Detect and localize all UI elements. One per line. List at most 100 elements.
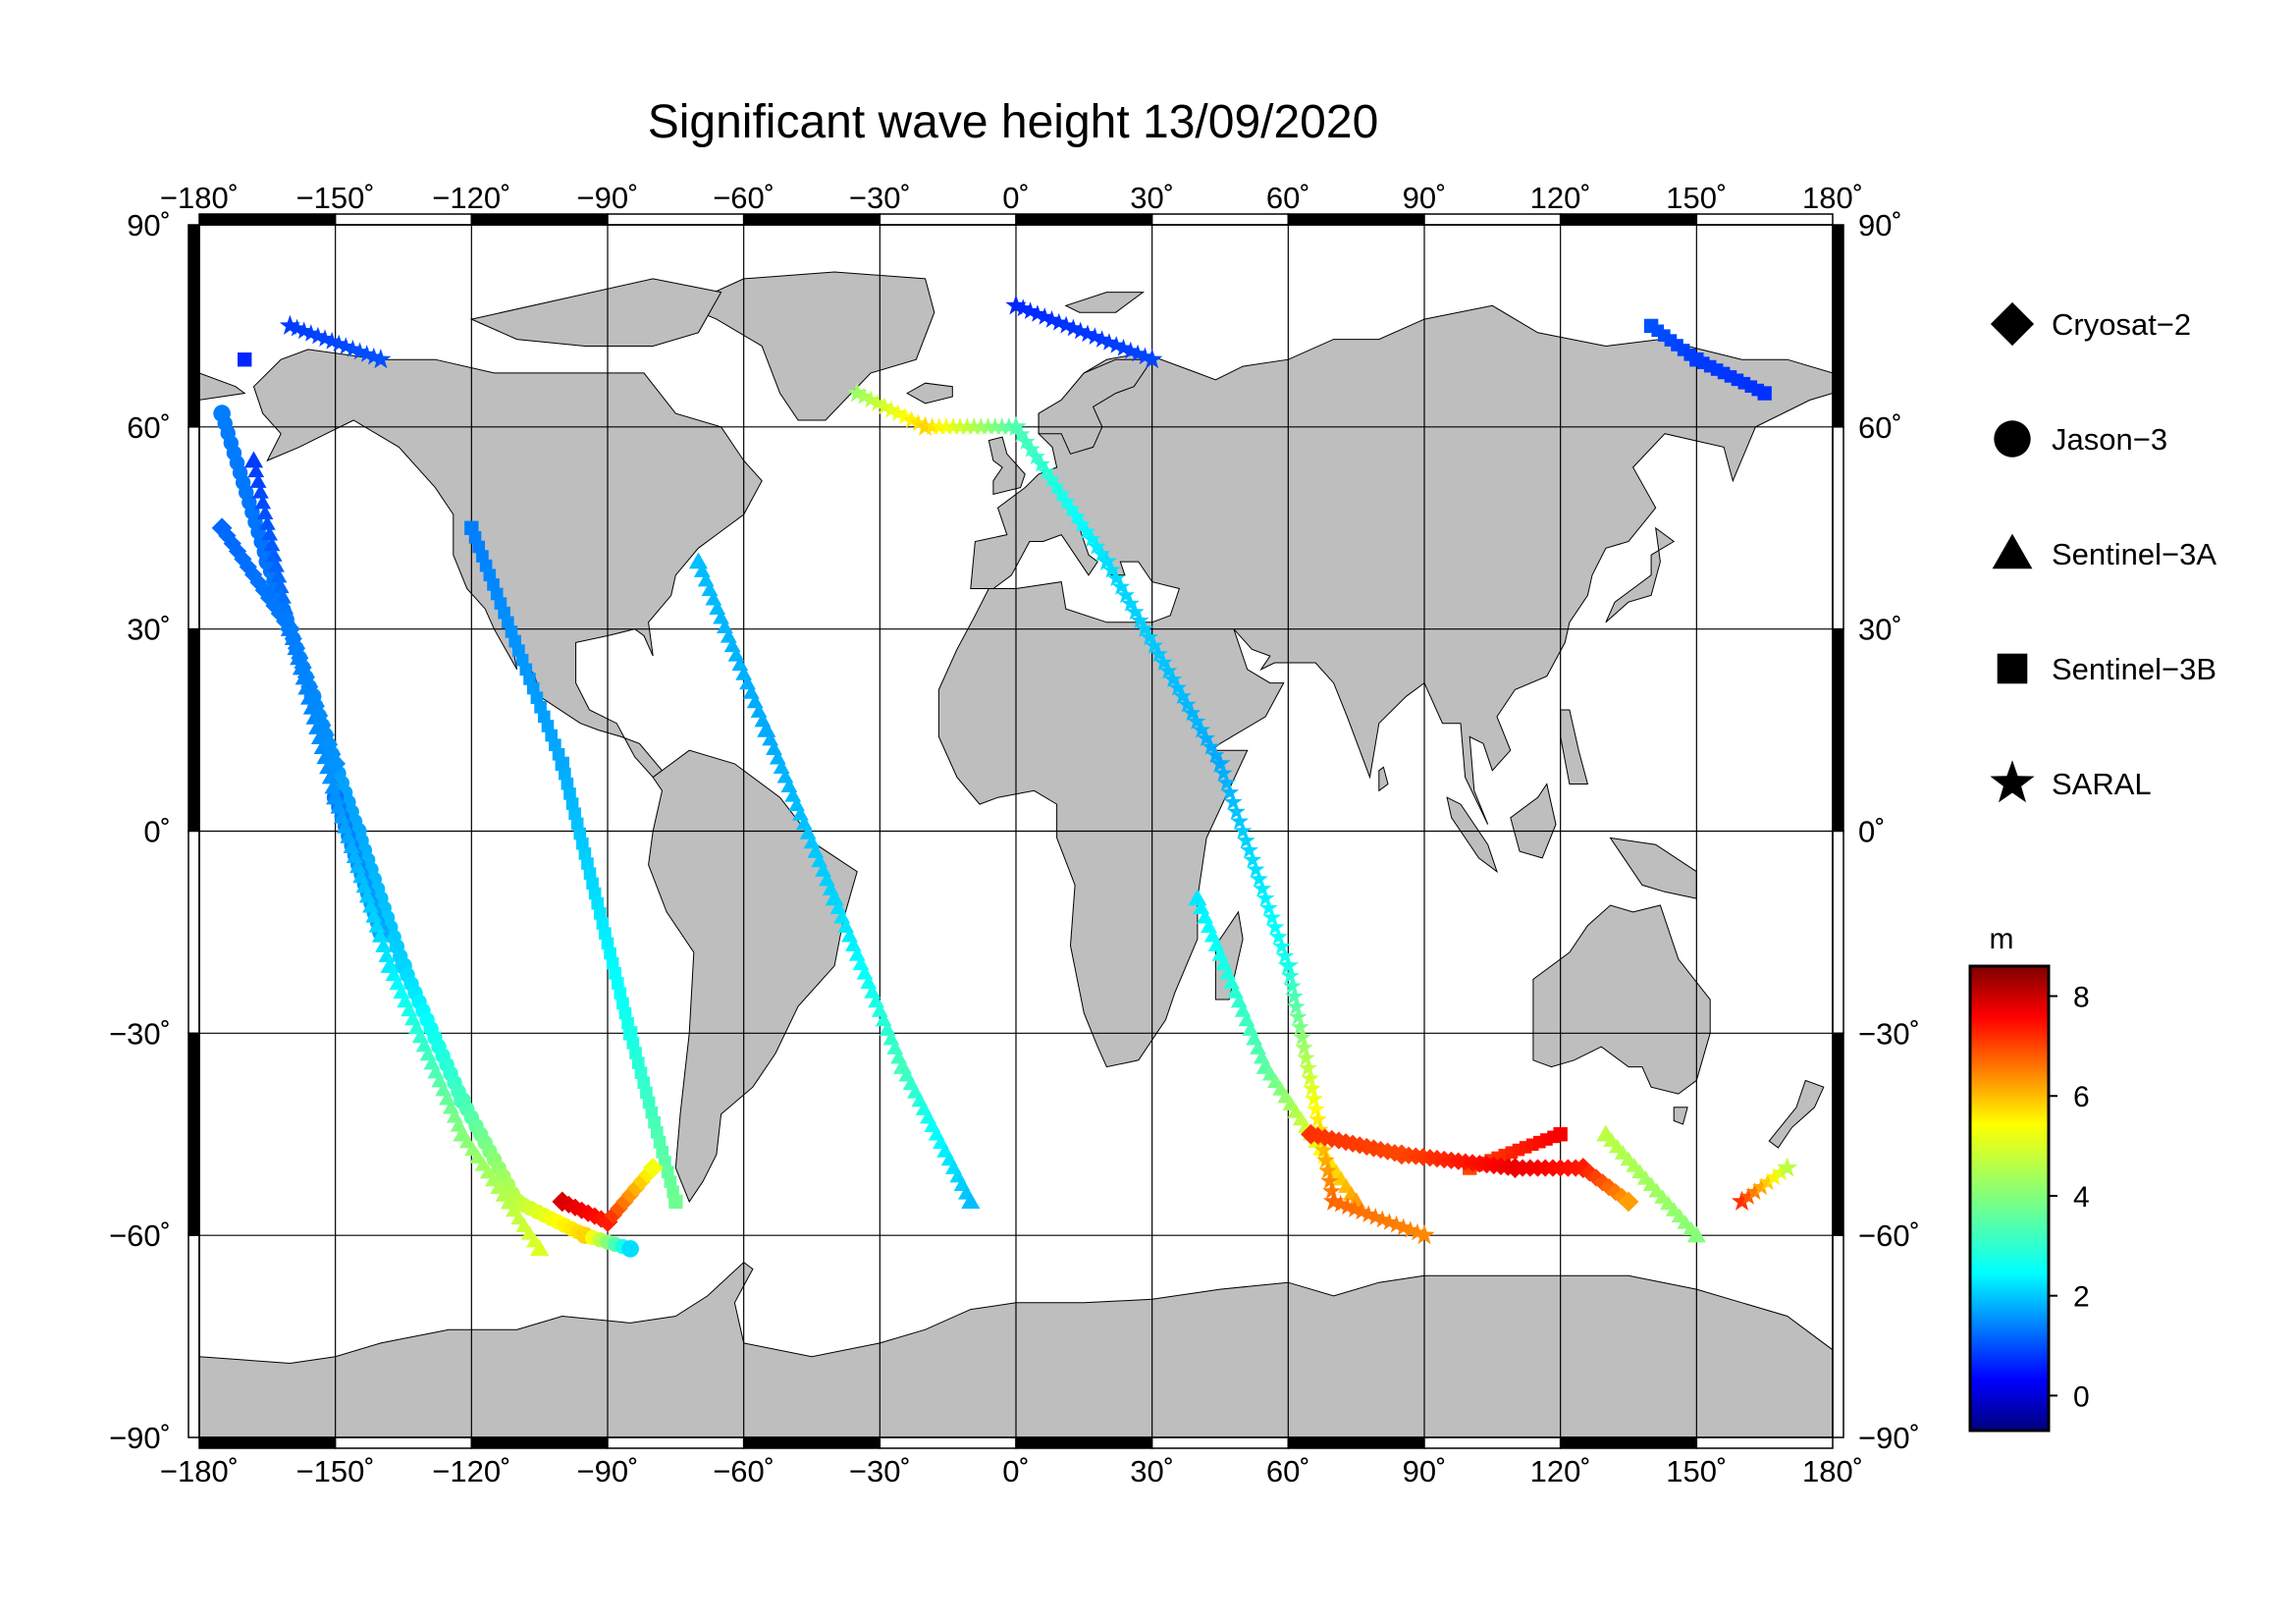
lon-label-top: 90˚: [1403, 181, 1447, 215]
land-tasmania: [1673, 1107, 1688, 1125]
track-point: [1041, 469, 1061, 488]
lon-label-bottom: 90˚: [1403, 1454, 1447, 1488]
track-point: [914, 415, 936, 436]
frame-segment-top: [334, 213, 473, 226]
track-point: [303, 687, 322, 706]
track-point: [1158, 661, 1178, 679]
lon-label-top: 180˚: [1802, 181, 1863, 215]
lat-label-left: 0˚: [143, 815, 171, 849]
lon-label-bottom: −30˚: [849, 1454, 911, 1488]
track-point: [1145, 636, 1163, 654]
track-point: [1320, 1171, 1339, 1189]
track-point: [661, 1165, 674, 1178]
track-point: [572, 1201, 591, 1219]
track-point: [468, 531, 482, 544]
track-point: [1121, 341, 1141, 359]
track-point: [957, 417, 977, 435]
lon-label-bottom: 60˚: [1266, 1454, 1310, 1488]
track-point: [263, 536, 281, 552]
track-point: [1293, 1028, 1311, 1046]
legend-diamond-icon: [1990, 301, 2035, 347]
lat-label-right: 30˚: [1858, 613, 1902, 647]
track-point: [549, 738, 561, 751]
lon-label-top: 0˚: [1002, 181, 1030, 215]
track-point: [606, 956, 619, 970]
land-chukotka: [199, 372, 246, 401]
track-point: [1201, 736, 1220, 755]
frame-segment-bottom: [607, 1436, 745, 1449]
lon-label-top: 60˚: [1266, 181, 1310, 215]
track-point: [1093, 544, 1111, 563]
track-point: [349, 858, 366, 874]
track-point: [1209, 752, 1231, 773]
track-point: [505, 625, 518, 638]
track-point: [604, 1206, 622, 1224]
track-point: [254, 494, 272, 510]
land-greenland: [683, 271, 935, 421]
track-point: [508, 634, 522, 648]
track-point: [325, 753, 347, 775]
track-point: [1307, 1100, 1325, 1117]
map-border: [198, 224, 1834, 1438]
track-point: [1586, 1168, 1606, 1187]
track-point: [276, 612, 294, 630]
track-point: [648, 1115, 661, 1129]
track-point: [1106, 336, 1126, 353]
track-point: [1135, 619, 1154, 637]
frame-segment-bottom: [742, 1436, 881, 1449]
track-point: [950, 417, 970, 435]
frame-segment-top: [1559, 213, 1698, 226]
land-scandinavia: [1038, 358, 1153, 455]
track-point: [1287, 997, 1306, 1015]
track-point: [268, 557, 285, 572]
track-point: [319, 759, 336, 775]
track-point: [1005, 415, 1027, 436]
track-point: [570, 817, 584, 831]
frame-segment-top: [879, 213, 1017, 226]
frame-segment-top: [1150, 213, 1290, 226]
track-point: [352, 868, 370, 884]
track-point: [476, 550, 489, 563]
track-point: [1140, 627, 1159, 646]
track-point: [1072, 514, 1092, 532]
lon-label-bottom: −180˚: [160, 1454, 239, 1488]
track-point: [523, 673, 536, 685]
lat-label-right: −30˚: [1858, 1016, 1920, 1051]
frame-segment-left: [187, 1032, 200, 1236]
track-point: [640, 1086, 653, 1100]
track-point: [621, 1185, 640, 1205]
track-point: [1051, 484, 1071, 503]
legend-label: SARAL: [2052, 767, 2152, 801]
legend-square-icon: [1997, 653, 2028, 684]
land-iceland: [906, 382, 953, 405]
track-point: [537, 710, 551, 724]
track-point: [301, 324, 321, 342]
track-point: [1686, 1225, 1706, 1243]
track-point: [294, 321, 313, 340]
legend-label: Sentinel−3B: [2052, 652, 2216, 686]
track-point: [1281, 966, 1300, 985]
track-point: [1301, 1068, 1319, 1087]
frame-segment-bottom: [198, 1436, 337, 1449]
lon-label-top: 150˚: [1666, 181, 1727, 215]
track-point: [936, 417, 956, 435]
land-sri-lanka: [1378, 766, 1389, 792]
track-point: [1078, 324, 1097, 343]
track-point: [1173, 686, 1192, 705]
frame-segment-bottom: [1559, 1436, 1698, 1449]
track-point: [326, 787, 346, 805]
track-point: [881, 400, 901, 418]
colorbar-tick-label: 6: [2073, 1081, 2090, 1113]
track-point: [992, 417, 1012, 435]
track-point: [1220, 783, 1240, 801]
track-point: [1401, 1220, 1420, 1238]
colorbar: m 0 2 4 6 8: [1968, 923, 2090, 1433]
lon-label-top: 30˚: [1130, 181, 1174, 215]
track-point: [1387, 1215, 1406, 1233]
lon-label-top: −120˚: [432, 181, 510, 215]
track-point: [1752, 1177, 1771, 1196]
colorbar-unit: m: [1990, 923, 2014, 955]
track-point: [1121, 594, 1140, 612]
lon-label-bottom: 30˚: [1130, 1454, 1174, 1488]
frame-segment-right: [1832, 426, 1844, 630]
